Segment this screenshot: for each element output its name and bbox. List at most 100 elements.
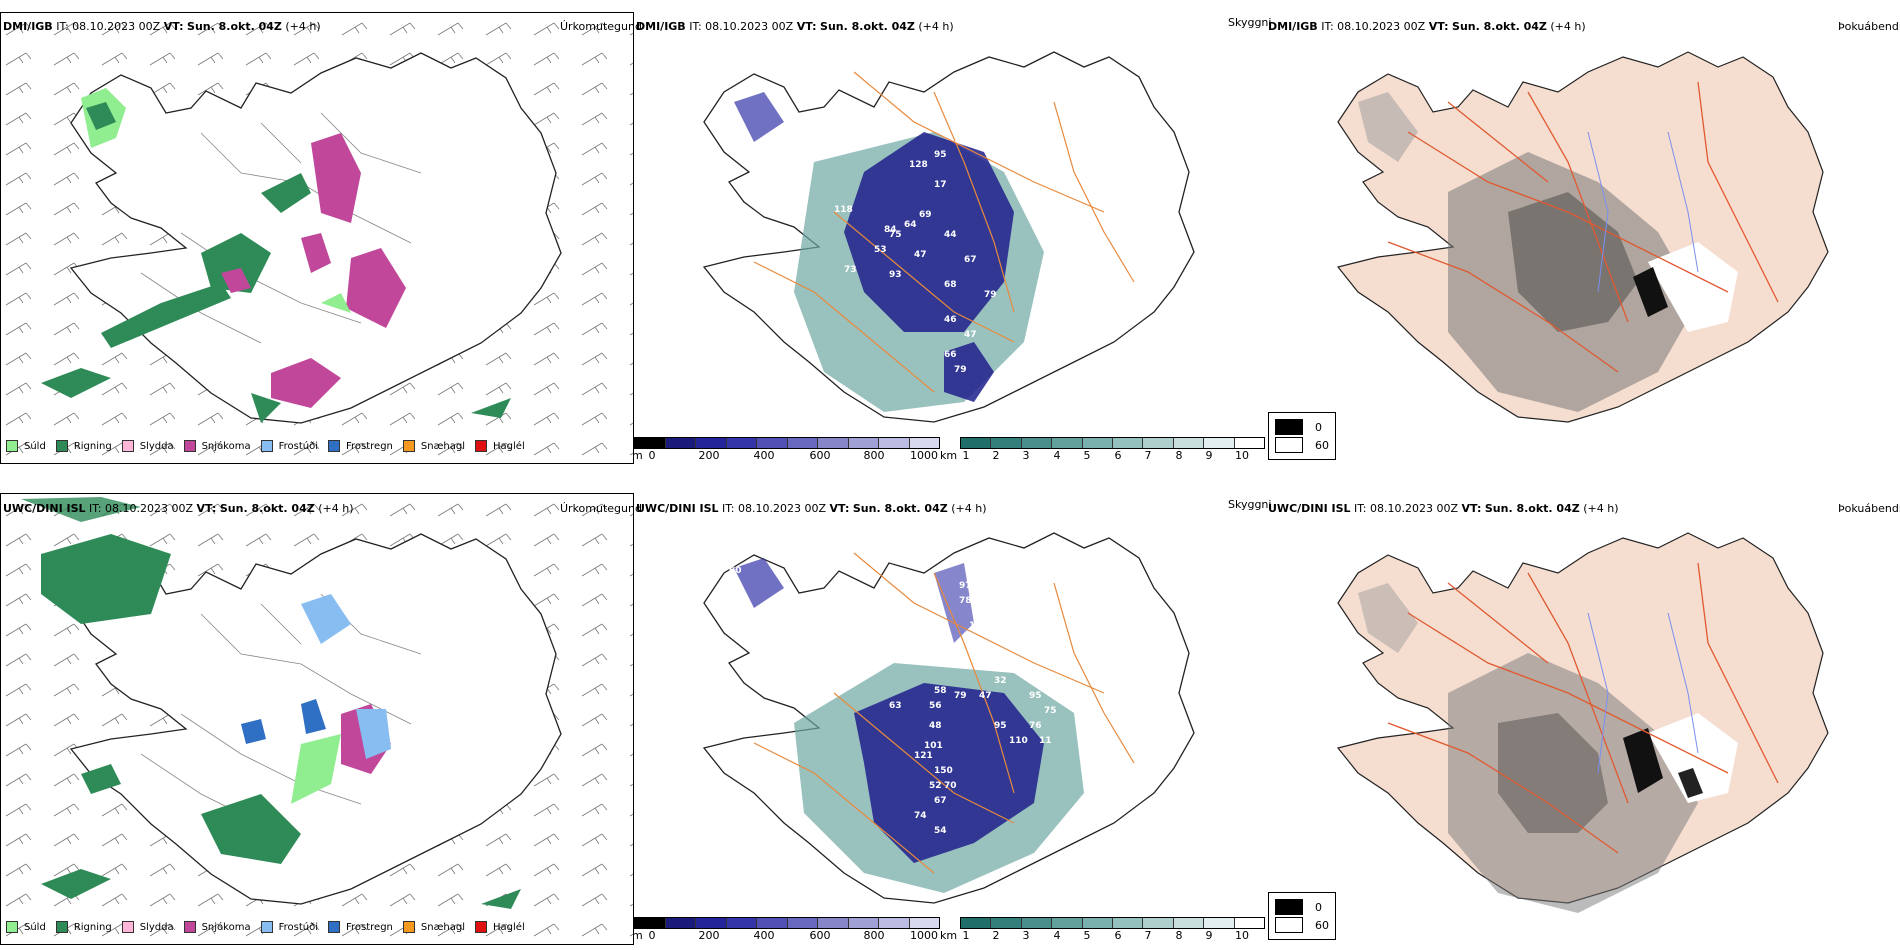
colorbar-tick: 7: [1144, 929, 1152, 942]
vis-value-label: 78: [959, 596, 972, 606]
legend-item: Frostúði: [260, 921, 318, 933]
swatch: [121, 921, 134, 933]
legend-item: Frostregn: [328, 921, 393, 933]
vis-value-label: 76: [1029, 721, 1042, 731]
legend-item: Snjókoma: [183, 921, 251, 933]
fog-swatch: [1275, 419, 1303, 435]
legend-item: Súld: [6, 440, 46, 452]
vis-value-label: 69: [919, 210, 932, 220]
legend-item: Slydda: [121, 440, 174, 452]
legend-item: Snæhagl: [402, 440, 465, 452]
vis-value-label: 52: [929, 781, 942, 791]
vis-header-dmi: DMI/IGB IT: 08.10.2023 00Z VT: Sun. 8.ok…: [636, 20, 954, 33]
colorbar-tick: 800: [863, 929, 885, 942]
legend-item: Frostúði: [260, 440, 318, 452]
precip-map-uwc: [1, 494, 633, 944]
vis-value-label: 47: [979, 691, 992, 701]
colorbar-tick: 1000: [910, 449, 938, 462]
fog-legend-row: 0: [1275, 419, 1329, 435]
vis-value-label: 79: [954, 691, 967, 701]
vis-value-label: 95: [994, 721, 1007, 731]
colorbar-tick: 9: [1205, 929, 1213, 942]
vis-value-label: 64: [904, 220, 917, 230]
vis-value-label: 79: [984, 290, 997, 300]
legend-item: Haglél: [475, 440, 525, 452]
precip-title-uwc: Úrkomutegund: [560, 502, 642, 515]
colorbar-tick: 200: [698, 449, 720, 462]
precip-legend-dmi: Súld Rigning Slydda Snjókoma Frostúði Fr…: [6, 440, 535, 452]
vis-value-label: 75: [1044, 706, 1057, 716]
precip-header-uwc: UWC/DINI ISL IT: 08.10.2023 00Z VT: Sun.…: [3, 502, 354, 515]
vis-value-label: 97: [959, 581, 972, 591]
colorbar-tick: 4: [1053, 929, 1061, 942]
vis-value-label: 53: [874, 245, 887, 255]
vis-value-label: 67: [964, 255, 977, 265]
vis-value-label: 105: [914, 105, 933, 115]
swatch: [183, 921, 196, 933]
vis-value-label: 46: [944, 315, 957, 325]
colorbar-unit: m: [632, 929, 643, 942]
vis-panel-uwc: 64 10 60 97 78 102 119 58 79 47 32 95 75 63 56 48 76 101 9…: [634, 493, 1268, 918]
fog-legend-uwc: 0 60: [1268, 892, 1336, 940]
vis-colorbar-m-uwc: m 0 200 400 600 800 1000: [632, 917, 940, 943]
legend-item: Slydda: [121, 921, 174, 933]
legend-item: Rigning: [55, 440, 112, 452]
vis-value-label: 47: [964, 330, 977, 340]
vis-value-label: 101: [924, 741, 943, 751]
swatch: [402, 921, 415, 933]
vis-value-label: 74: [914, 811, 927, 821]
vis-colorbar-m-dmi: m 0 200 400 600 800 1000: [632, 437, 940, 463]
colorbar-tick: 0: [648, 449, 656, 462]
legend-item: Rigning: [55, 921, 112, 933]
colorbar-tick: 600: [809, 449, 831, 462]
swatch: [55, 921, 68, 933]
fog-title-dmi: Þokuábendi: [1838, 20, 1900, 33]
vis-value-label: 99: [1024, 205, 1037, 215]
swatch: [475, 440, 488, 452]
colorbar-tick: 5: [1083, 449, 1091, 462]
precip-panel-dmi: [0, 12, 634, 464]
vis-value-label: 119: [999, 656, 1018, 666]
legend-item: Haglél: [475, 921, 525, 933]
vis-value-label: 102: [969, 621, 988, 631]
fog-legend-row: 60: [1275, 437, 1329, 453]
vis-value-label: 32: [994, 676, 1007, 686]
colorbar-cells: [960, 437, 1265, 449]
fog-header-dmi: DMI/IGB IT: 08.10.2023 00Z VT: Sun. 8.ok…: [1268, 20, 1586, 33]
vis-value-label: 48: [929, 721, 942, 731]
swatch: [260, 440, 273, 452]
vis-value-label: 64: [744, 536, 757, 546]
vis-value-label: 67: [934, 796, 947, 806]
colorbar-tick: 200: [698, 929, 720, 942]
colorbar-unit: km: [940, 449, 958, 462]
colorbar-cells: [634, 917, 940, 929]
vis-value-label: 125: [1054, 220, 1073, 230]
fog-panel-dmi: [1268, 12, 1900, 452]
vis-value-label: 44: [944, 230, 957, 240]
vis-value-label: 68: [944, 280, 957, 290]
colorbar-tick: 8: [1175, 929, 1183, 942]
fog-legend-dmi: 0 60: [1268, 412, 1336, 460]
vis-header-uwc: UWC/DINI ISL IT: 08.10.2023 00Z VT: Sun.…: [636, 502, 987, 515]
swatch: [260, 921, 273, 933]
colorbar-cells: [960, 917, 1265, 929]
colorbar-unit: m: [632, 449, 643, 462]
vis-value-label: 10: [769, 541, 782, 551]
vis-value-label: 95: [1029, 691, 1042, 701]
legend-item: Frostregn: [328, 440, 393, 452]
vis-value-label: 150: [934, 766, 953, 776]
colorbar-tick: 1: [962, 929, 970, 942]
colorbar-tick: 800: [863, 449, 885, 462]
vis-value-label: 200: [744, 80, 763, 90]
vis-panel-dmi: 200 105 58 152 95 128 84 17 118 69 64 75 44 99 125 53 47…: [634, 12, 1268, 437]
vis-value-label: 79: [954, 365, 967, 375]
vis-title-dmi: Skyggni: [1228, 16, 1272, 29]
swatch: [183, 440, 196, 452]
colorbar-tick: 10: [1235, 929, 1249, 942]
vis-title-uwc: Skyggni: [1228, 498, 1272, 511]
fog-swatch: [1275, 437, 1303, 453]
fog-header-uwc: UWC/DINI ISL IT: 08.10.2023 00Z VT: Sun.…: [1268, 502, 1619, 515]
colorbar-tick: 3: [1022, 449, 1030, 462]
vis-value-label: 118: [834, 205, 853, 215]
